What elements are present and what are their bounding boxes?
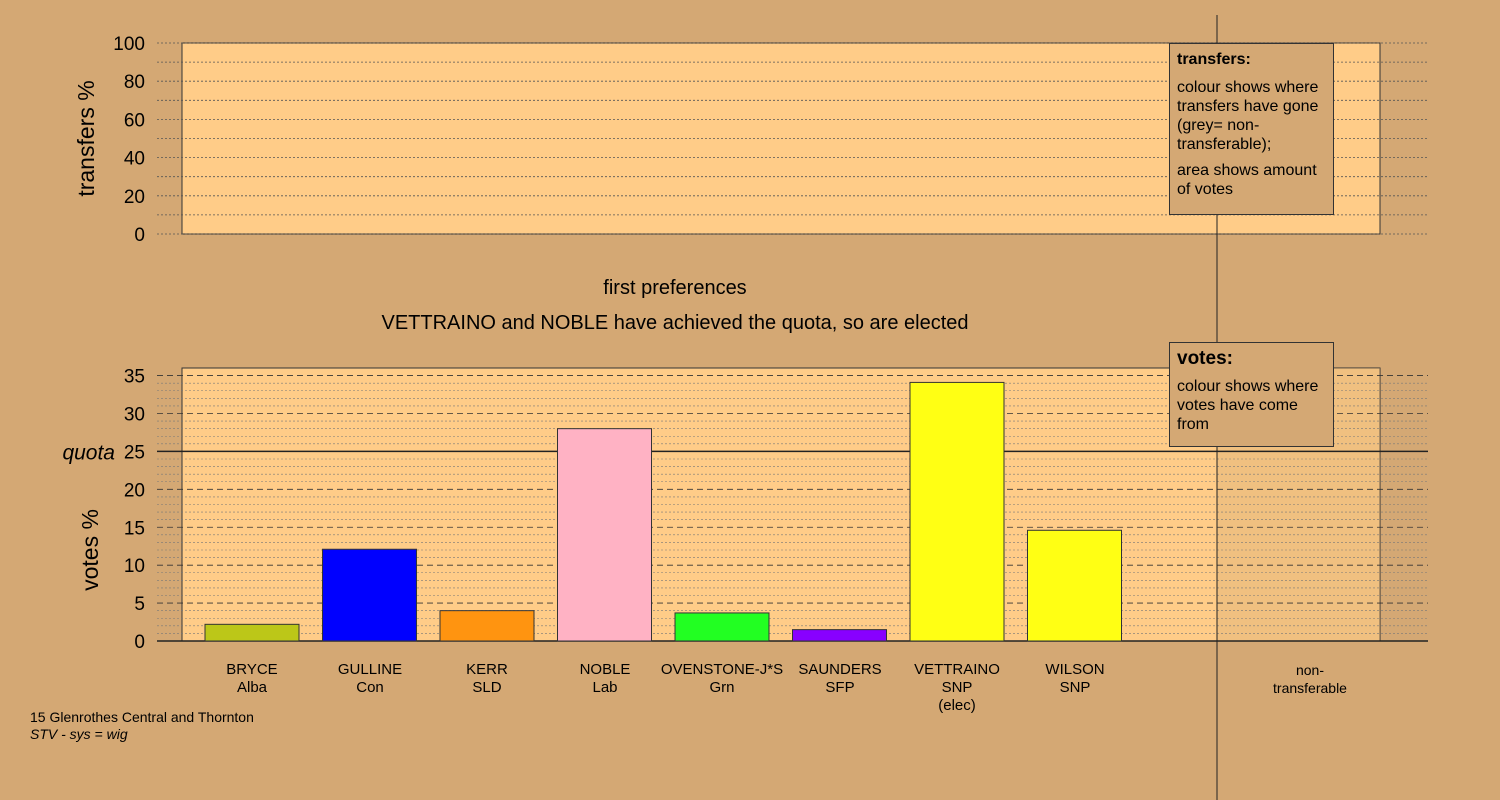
bar-noble	[557, 428, 652, 642]
candidate-party: Grn	[709, 679, 735, 696]
candidate-label-noble: NOBLE Lab	[540, 661, 670, 697]
transfers-legend-line1: colour shows where transfers have gone (…	[1177, 79, 1319, 153]
nontransferable-line2: transferable	[1273, 680, 1347, 696]
candidate-label-vettraino: VETTRAINO SNP (elec)	[892, 661, 1022, 715]
bar-saunders	[792, 629, 887, 642]
transfers-tick-label: 100	[113, 34, 145, 55]
footer-ward: 15 Glenrothes Central and Thornton	[30, 709, 254, 725]
bar-gulline	[322, 548, 417, 642]
votes-tick-label: 5	[134, 594, 145, 615]
transfers-legend-title: transfers:	[1177, 51, 1251, 68]
votes-tick-label: 0	[134, 632, 145, 653]
votes-tick-label: 15	[124, 518, 145, 539]
votes-legend-title: votes:	[1177, 348, 1233, 369]
candidate-label-wilson: WILSON SNP	[1010, 661, 1140, 697]
candidate-label-ovenstone: OVENSTONE-J*S Grn	[657, 661, 787, 697]
candidate-label-kerr: KERR SLD	[422, 661, 552, 697]
candidate-name: OVENSTONE-J*S	[660, 661, 784, 678]
bar-vettraino	[909, 381, 1005, 642]
votes-legend-line1: colour shows where votes have come from	[1177, 378, 1319, 433]
votes-axis-label: votes %	[77, 509, 103, 591]
candidate-note: (elec)	[938, 697, 976, 714]
candidate-party: Con	[356, 679, 384, 696]
transfers-tick-label: 80	[124, 72, 145, 93]
bar-bryce	[204, 623, 300, 642]
footer-system: STV - sys = wig	[30, 726, 128, 742]
bar-kerr	[439, 610, 535, 642]
transfers-tick-label: 40	[124, 149, 145, 170]
quota-label: quota	[62, 441, 115, 464]
candidate-party: Lab	[592, 679, 618, 696]
bar-ovenstonejs	[674, 612, 770, 642]
candidate-name: VETTRAINO	[914, 661, 1000, 678]
bar-wilson	[1027, 529, 1122, 642]
stage-title: first preferences	[603, 277, 747, 299]
nontransferable-line1: non-	[1295, 662, 1325, 678]
votes-tick-label: 35	[124, 367, 145, 388]
nontransferable-label: non- transferable	[1245, 661, 1375, 697]
transfers-legend: transfers: colour shows where transfers …	[1169, 43, 1334, 215]
candidate-name: GULLINE	[337, 661, 403, 678]
votes-tick-label: 20	[124, 480, 145, 501]
candidate-party: SFP	[825, 679, 855, 696]
votes-tick-label: 25	[124, 442, 145, 463]
candidate-party: SNP	[941, 679, 973, 696]
candidate-party: SNP	[1059, 679, 1091, 696]
transfers-axis-label: transfers %	[73, 80, 99, 196]
candidate-name: BRYCE	[226, 661, 278, 678]
stage-subtitle: VETTRAINO and NOBLE have achieved the qu…	[381, 312, 969, 334]
candidate-party: Alba	[236, 679, 268, 696]
votes-tick-label: 10	[124, 556, 145, 577]
votes-tick-label: 30	[124, 405, 145, 426]
candidate-name: SAUNDERS	[798, 661, 882, 678]
transfers-legend-line2: area shows amount of votes	[1177, 162, 1317, 198]
candidate-name: WILSON	[1045, 661, 1105, 678]
candidate-label-bryce: BRYCE Alba	[187, 661, 317, 697]
candidate-name: NOBLE	[579, 661, 631, 678]
transfers-tick-label: 0	[134, 225, 145, 246]
candidate-label-saunders: SAUNDERS SFP	[775, 661, 905, 697]
footer: 15 Glenrothes Central and Thornton STV -…	[30, 709, 254, 743]
candidate-label-gulline: GULLINE Con	[305, 661, 435, 697]
candidate-party: SLD	[472, 679, 502, 696]
candidate-name: KERR	[466, 661, 508, 678]
transfers-tick-label: 20	[124, 187, 145, 208]
votes-legend: votes: colour shows where votes have com…	[1169, 342, 1334, 447]
transfers-tick-label: 60	[124, 110, 145, 131]
